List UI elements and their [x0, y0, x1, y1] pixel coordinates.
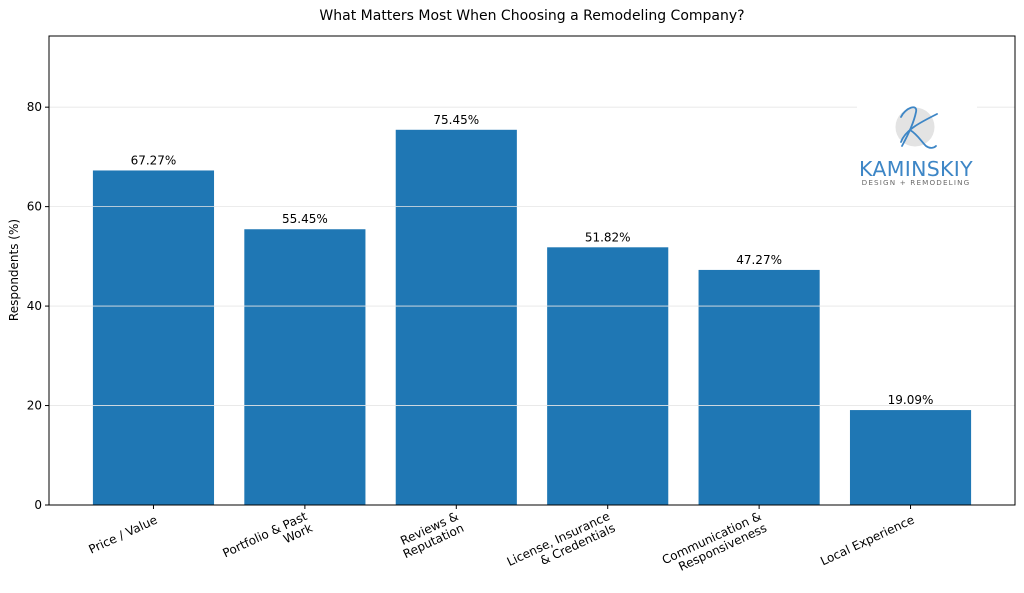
- x-tick-label: Price / Value: [87, 513, 160, 557]
- svg-text:Local Experience: Local Experience: [818, 513, 916, 569]
- bar: [244, 229, 366, 506]
- x-tick-label: License, Insurance& Credentials: [505, 509, 618, 581]
- bar-value-labels: 67.27% 55.45% 75.45% 51.82% 47.27% 19.09%: [131, 113, 934, 407]
- k-monogram-icon: [900, 106, 938, 149]
- bar-value-label: 55.45%: [282, 212, 328, 226]
- bar-value-label: 47.27%: [736, 253, 782, 267]
- x-tick-label: Portfolio & PastWork: [220, 509, 314, 572]
- x-axis: Price / Value Portfolio & PastWork Reviews…: [87, 505, 916, 581]
- bar: [547, 247, 669, 505]
- logo-name: KAMINSKIY: [859, 157, 973, 181]
- company-logo: KAMINSKIY DESIGN + REMODELING: [857, 92, 977, 190]
- bar: [849, 410, 972, 505]
- y-tick-label: 20: [27, 399, 42, 413]
- chart-title: What Matters Most When Choosing a Remode…: [319, 8, 744, 24]
- y-axis: 0 20 40 60 80: [27, 100, 49, 512]
- svg-text:Price / Value: Price / Value: [87, 513, 160, 557]
- axes-frame: [48, 35, 1016, 506]
- svg-text:Communication &Responsiveness: Communication &Responsiveness: [660, 509, 769, 579]
- svg-text:Reviews &Reputation: Reviews &Reputation: [395, 509, 466, 561]
- bar-value-label: 19.09%: [888, 393, 934, 407]
- gridlines: [49, 106, 1015, 406]
- bar-value-label: 67.27%: [131, 153, 177, 167]
- y-tick-label: 40: [27, 299, 42, 313]
- y-tick-label: 0: [34, 498, 42, 512]
- logo-tagline: DESIGN + REMODELING: [862, 178, 971, 187]
- y-tick-label: 60: [27, 200, 42, 214]
- bar: [395, 129, 517, 506]
- bars: [92, 129, 972, 506]
- y-axis-label: Respondents (%): [7, 219, 21, 321]
- bar-value-label: 75.45%: [433, 113, 479, 127]
- bar: [92, 170, 215, 505]
- y-tick-label: 80: [27, 100, 42, 114]
- svg-text:License, Insurance& Credential: License, Insurance& Credentials: [505, 509, 618, 581]
- x-tick-label: Local Experience: [818, 513, 916, 569]
- svg-text:Portfolio & PastWork: Portfolio & PastWork: [220, 509, 314, 572]
- bar-value-label: 51.82%: [585, 230, 631, 244]
- x-tick-label: Reviews &Reputation: [395, 509, 466, 561]
- plot-area: KAMINSKIY DESIGN + REMODELING 67.27% 55.4…: [48, 35, 1016, 506]
- bar: [698, 269, 820, 505]
- x-tick-label: Communication &Responsiveness: [660, 509, 769, 579]
